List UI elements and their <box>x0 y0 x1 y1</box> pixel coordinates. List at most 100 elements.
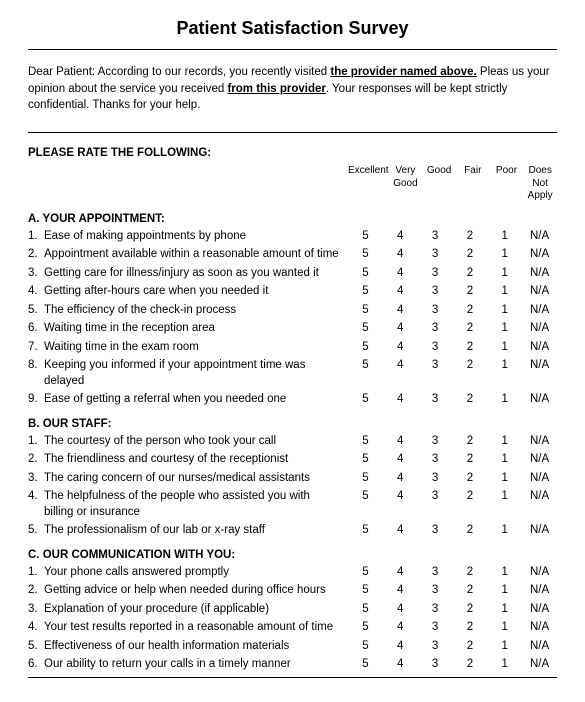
rating-option[interactable]: 1 <box>487 489 522 505</box>
rating-option[interactable]: 2 <box>452 620 487 636</box>
rating-option[interactable]: 4 <box>383 489 418 505</box>
rating-option[interactable]: 2 <box>452 489 487 505</box>
rating-option[interactable]: N/A <box>522 489 557 505</box>
rating-option[interactable]: 3 <box>418 471 453 487</box>
rating-option[interactable]: 1 <box>487 247 522 263</box>
rating-option[interactable]: 3 <box>418 303 453 319</box>
rating-option[interactable]: 2 <box>452 657 487 673</box>
rating-option[interactable]: 5 <box>348 303 383 319</box>
rating-option[interactable]: N/A <box>522 602 557 618</box>
rating-option[interactable]: 1 <box>487 321 522 337</box>
rating-option[interactable]: 1 <box>487 284 522 300</box>
rating-option[interactable]: 5 <box>348 340 383 356</box>
rating-option[interactable]: N/A <box>522 247 557 263</box>
rating-option[interactable]: 1 <box>487 583 522 599</box>
rating-option[interactable]: N/A <box>522 639 557 655</box>
rating-option[interactable]: 4 <box>383 284 418 300</box>
rating-option[interactable]: 4 <box>383 321 418 337</box>
rating-option[interactable]: 3 <box>418 340 453 356</box>
rating-option[interactable]: 1 <box>487 452 522 468</box>
rating-option[interactable]: N/A <box>522 340 557 356</box>
rating-option[interactable]: 4 <box>383 471 418 487</box>
rating-option[interactable]: 1 <box>487 471 522 487</box>
rating-option[interactable]: 2 <box>452 284 487 300</box>
rating-option[interactable]: 3 <box>418 583 453 599</box>
rating-option[interactable]: 3 <box>418 434 453 450</box>
rating-option[interactable]: 3 <box>418 452 453 468</box>
rating-option[interactable]: 5 <box>348 434 383 450</box>
rating-option[interactable]: N/A <box>522 657 557 673</box>
rating-option[interactable]: 4 <box>383 266 418 282</box>
rating-option[interactable]: 4 <box>383 340 418 356</box>
rating-option[interactable]: 5 <box>348 565 383 581</box>
rating-option[interactable]: 5 <box>348 284 383 300</box>
rating-option[interactable]: 3 <box>418 657 453 673</box>
rating-option[interactable]: 4 <box>383 434 418 450</box>
rating-option[interactable]: 5 <box>348 471 383 487</box>
rating-option[interactable]: 5 <box>348 392 383 408</box>
rating-option[interactable]: 5 <box>348 358 383 374</box>
rating-option[interactable]: N/A <box>522 471 557 487</box>
rating-option[interactable]: 2 <box>452 452 487 468</box>
rating-option[interactable]: 3 <box>418 489 453 505</box>
rating-option[interactable]: 2 <box>452 523 487 539</box>
rating-option[interactable]: 5 <box>348 602 383 618</box>
rating-option[interactable]: 4 <box>383 602 418 618</box>
rating-option[interactable]: 4 <box>383 523 418 539</box>
rating-option[interactable]: 4 <box>383 229 418 245</box>
rating-option[interactable]: N/A <box>522 358 557 374</box>
rating-option[interactable]: 5 <box>348 247 383 263</box>
rating-option[interactable]: N/A <box>522 284 557 300</box>
rating-option[interactable]: 3 <box>418 639 453 655</box>
rating-option[interactable]: 1 <box>487 392 522 408</box>
rating-option[interactable]: 3 <box>418 266 453 282</box>
rating-option[interactable]: 2 <box>452 471 487 487</box>
rating-option[interactable]: N/A <box>522 583 557 599</box>
rating-option[interactable]: N/A <box>522 434 557 450</box>
rating-option[interactable]: 5 <box>348 321 383 337</box>
rating-option[interactable]: 1 <box>487 639 522 655</box>
rating-option[interactable]: 4 <box>383 303 418 319</box>
rating-option[interactable]: 1 <box>487 340 522 356</box>
rating-option[interactable]: 4 <box>383 620 418 636</box>
rating-option[interactable]: 4 <box>383 247 418 263</box>
rating-option[interactable]: 1 <box>487 266 522 282</box>
rating-option[interactable]: N/A <box>522 452 557 468</box>
rating-option[interactable]: 4 <box>383 583 418 599</box>
rating-option[interactable]: N/A <box>522 229 557 245</box>
rating-option[interactable]: N/A <box>522 523 557 539</box>
rating-option[interactable]: 2 <box>452 583 487 599</box>
rating-option[interactable]: 1 <box>487 523 522 539</box>
rating-option[interactable]: N/A <box>522 565 557 581</box>
rating-option[interactable]: 3 <box>418 602 453 618</box>
rating-option[interactable]: 2 <box>452 303 487 319</box>
rating-option[interactable]: 3 <box>418 321 453 337</box>
rating-option[interactable]: 1 <box>487 229 522 245</box>
rating-option[interactable]: 1 <box>487 620 522 636</box>
rating-option[interactable]: 4 <box>383 358 418 374</box>
rating-option[interactable]: 3 <box>418 229 453 245</box>
rating-option[interactable]: 5 <box>348 266 383 282</box>
rating-option[interactable]: 4 <box>383 657 418 673</box>
rating-option[interactable]: 5 <box>348 639 383 655</box>
rating-option[interactable]: 1 <box>487 657 522 673</box>
rating-option[interactable]: 2 <box>452 266 487 282</box>
rating-option[interactable]: 1 <box>487 358 522 374</box>
rating-option[interactable]: 2 <box>452 565 487 581</box>
rating-option[interactable]: N/A <box>522 392 557 408</box>
rating-option[interactable]: 2 <box>452 321 487 337</box>
rating-option[interactable]: 3 <box>418 392 453 408</box>
rating-option[interactable]: N/A <box>522 266 557 282</box>
rating-option[interactable]: 4 <box>383 565 418 581</box>
rating-option[interactable]: 4 <box>383 639 418 655</box>
rating-option[interactable]: N/A <box>522 321 557 337</box>
rating-option[interactable]: 5 <box>348 489 383 505</box>
rating-option[interactable]: 3 <box>418 247 453 263</box>
rating-option[interactable]: 5 <box>348 620 383 636</box>
rating-option[interactable]: 5 <box>348 583 383 599</box>
rating-option[interactable]: N/A <box>522 620 557 636</box>
rating-option[interactable]: 2 <box>452 392 487 408</box>
rating-option[interactable]: 5 <box>348 452 383 468</box>
rating-option[interactable]: 4 <box>383 392 418 408</box>
rating-option[interactable]: 3 <box>418 620 453 636</box>
